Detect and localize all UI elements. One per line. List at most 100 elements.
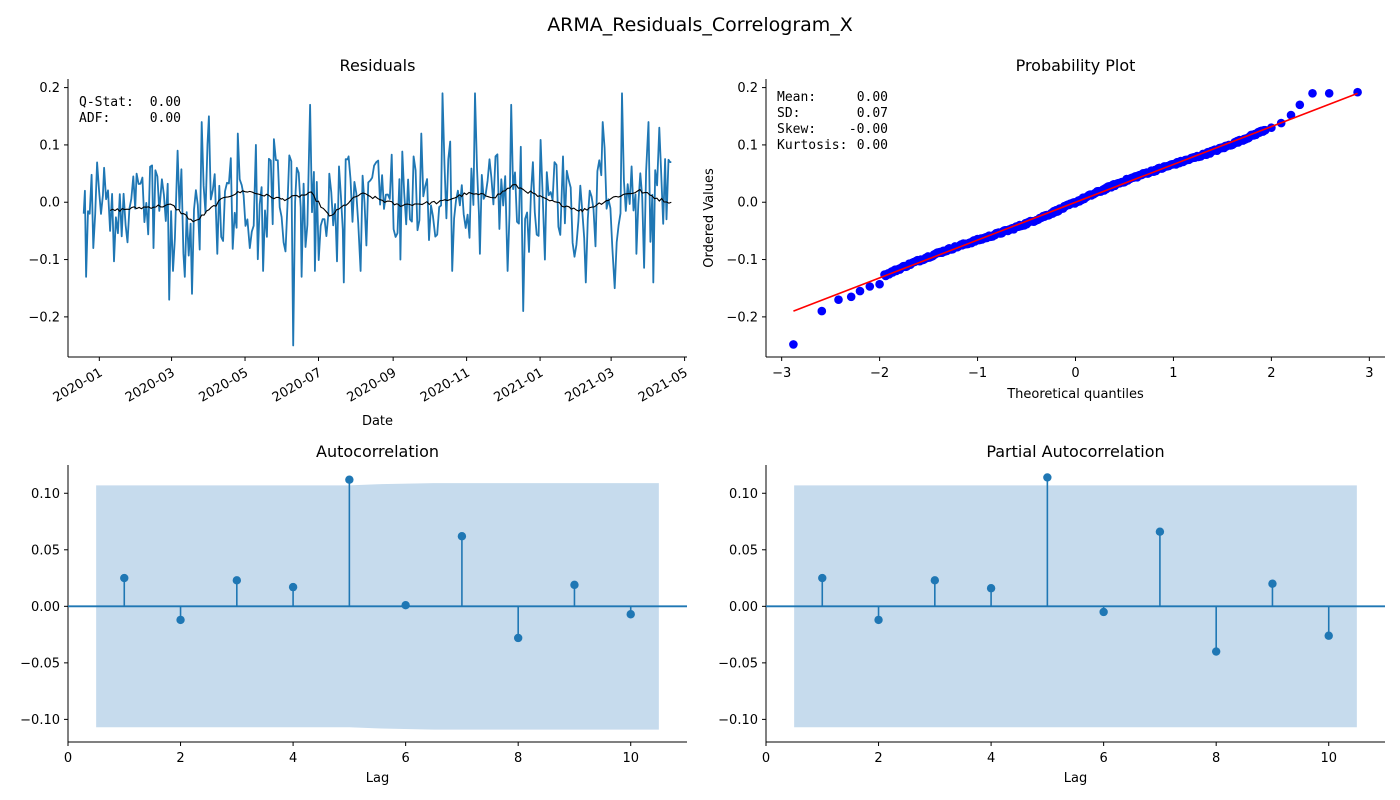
y-tick-label: 0.00 (31, 600, 60, 615)
y-tick-label: 0.00 (729, 600, 758, 615)
distribution-stat-label: Skew: (777, 122, 816, 137)
quantile-point (1286, 110, 1296, 120)
y-tick-label: −0.05 (718, 656, 758, 671)
x-tick-label: 2020-03 (123, 365, 178, 405)
lag-marker (986, 584, 996, 593)
y-tick-label: −0.1 (726, 253, 758, 268)
figure-title: ARMA_Residuals_Correlogram_X (547, 14, 853, 36)
y-tick-label: −0.10 (718, 713, 758, 728)
x-tick-label: 2020-05 (196, 365, 251, 405)
y-tick-label: −0.1 (28, 253, 60, 268)
y-tick-label: −0.05 (20, 656, 60, 671)
x-tick-label: 2 (874, 751, 882, 766)
distribution-stat-label: Kurtosis: (777, 138, 847, 153)
partial-autocorrelation-panel: Partial Autocorrelation −0.10 −0.05 0.00 0.0… (718, 442, 1385, 786)
lag-marker (232, 576, 242, 585)
x-tick-label: −2 (870, 366, 889, 381)
distribution-stat-value: -0.00 (849, 122, 888, 137)
panel-title: Probability Plot (1016, 56, 1136, 75)
y-tick-label: −0.2 (726, 310, 758, 325)
fit-line (793, 92, 1358, 312)
y-tick-label: −0.2 (28, 310, 60, 325)
x-tick-label: 3 (1365, 366, 1373, 381)
x-tick-label: 8 (514, 751, 522, 766)
quantile-point (1308, 89, 1317, 98)
x-tick-label: 6 (1099, 751, 1107, 766)
y-tick-label: 0.0 (39, 196, 60, 211)
residuals-panel: Residuals −0.2 −0.1 0.0 0.1 0.2 2020-01 2020-03… (28, 56, 690, 429)
lag-marker (874, 615, 883, 625)
y-axis-label: Ordered Values (702, 168, 717, 268)
panel-title: Autocorrelation (316, 442, 439, 461)
x-tick-label: 2021-03 (563, 365, 618, 405)
quantile-point (846, 292, 856, 302)
x-tick-label: 8 (1212, 751, 1220, 766)
lag-marker (818, 573, 827, 583)
panel-title: Residuals (340, 56, 416, 75)
quantile-point (875, 279, 884, 289)
x-tick-label: 10 (1320, 751, 1337, 766)
quantile-point (1324, 89, 1334, 98)
residual-stat-value: 0.00 (150, 95, 181, 110)
quantile-point (834, 295, 843, 305)
x-tick-label: 1 (1169, 366, 1177, 381)
lag-marker (1099, 607, 1108, 617)
x-tick-label: 2 (176, 751, 184, 766)
x-tick-label: 2021-05 (636, 365, 691, 405)
residuals-line (82, 92, 672, 347)
lag-marker (1324, 631, 1333, 640)
distribution-stat-label: SD: (777, 106, 800, 121)
x-tick-label: 2020-07 (270, 365, 325, 405)
lag-marker (626, 610, 635, 619)
rolling-mean-line (109, 184, 672, 223)
residual-stat-label: ADF: (79, 111, 110, 126)
lag-marker (513, 633, 523, 643)
x-tick-label: 2020-11 (418, 365, 473, 405)
residual-stat-label: Q-Stat: (79, 95, 134, 110)
x-tick-label: 2020-09 (345, 365, 400, 405)
y-tick-label: 0.2 (39, 81, 60, 96)
x-axis-label: Date (362, 414, 393, 429)
quantile-point (1295, 100, 1305, 110)
quantile-point (865, 282, 875, 291)
lag-marker (120, 573, 129, 583)
lag-marker (1155, 527, 1165, 536)
quantile-point (855, 286, 865, 296)
y-tick-label: 0.10 (31, 487, 60, 502)
x-tick-label: 0 (762, 751, 770, 766)
x-axis-label: Theoretical quantiles (1006, 387, 1144, 402)
quantile-point (789, 340, 798, 349)
lag-marker (176, 615, 185, 625)
distribution-stat-label: Mean: (777, 90, 816, 105)
lag-marker (345, 475, 354, 484)
distribution-stat-value: 0.07 (857, 106, 888, 121)
y-tick-label: 0.1 (737, 138, 758, 153)
lag-marker (570, 580, 579, 590)
x-tick-label: 6 (401, 751, 409, 766)
y-tick-label: −0.10 (20, 713, 60, 728)
probability-plot-panel: Probability Plot −0.2 −0.1 0.0 0.1 0.2 −3 −2 −1 0… (702, 56, 1385, 402)
x-tick-label: 4 (289, 751, 297, 766)
y-tick-label: 0.10 (729, 487, 758, 502)
x-axis-label: Lag (1064, 771, 1087, 786)
lag-marker (1211, 647, 1221, 656)
x-tick-label: 0 (64, 751, 72, 766)
x-axis-label: Lag (366, 771, 389, 786)
y-tick-label: 0.2 (737, 81, 758, 96)
residual-stat-value: 0.00 (150, 111, 181, 126)
autocorrelation-panel: Autocorrelation −0.10 −0.05 0.00 0.05 0.10 0 2 4… (20, 442, 687, 786)
distribution-stat-value: 0.00 (857, 90, 888, 105)
lag-marker (401, 600, 410, 610)
y-tick-label: 0.05 (729, 543, 758, 558)
quantile-point (817, 306, 827, 316)
lag-marker (288, 582, 298, 592)
x-tick-label: −1 (968, 366, 987, 381)
x-tick-label: 2021-01 (492, 365, 547, 405)
y-tick-label: 0.05 (31, 543, 60, 558)
y-tick-label: 0.0 (737, 196, 758, 211)
x-tick-label: 2 (1267, 366, 1275, 381)
x-tick-label: 4 (987, 751, 995, 766)
x-tick-label: −3 (772, 366, 791, 381)
panel-title: Partial Autocorrelation (986, 442, 1164, 461)
